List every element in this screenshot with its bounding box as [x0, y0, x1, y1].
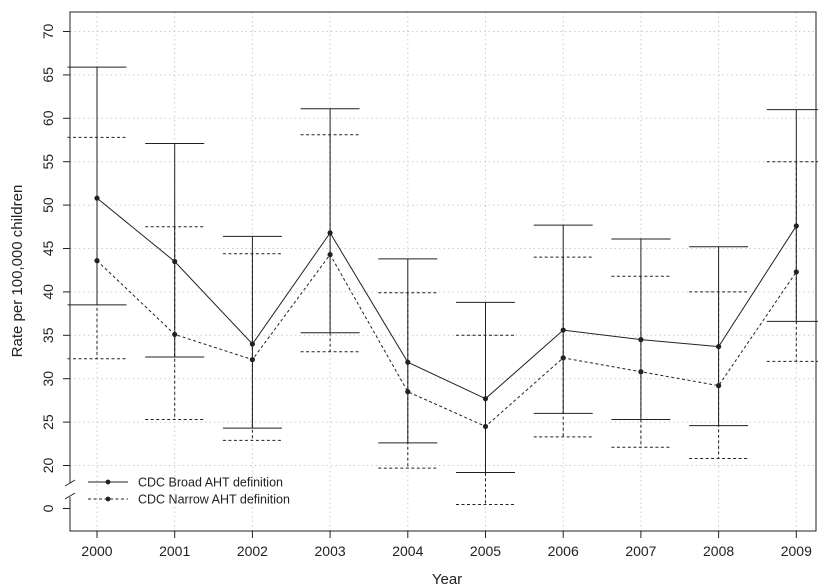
data-point: [638, 369, 644, 375]
y-tick-label: 50: [40, 197, 56, 213]
y-axis-title: Rate per 100,000 children: [9, 185, 26, 358]
y-tick-label: 70: [40, 24, 56, 40]
data-point: [716, 343, 722, 350]
data-point: [793, 269, 799, 275]
data-point: [327, 230, 333, 236]
y-tick-label: 20: [40, 458, 56, 474]
data-point: [327, 251, 333, 258]
y-tick-label: 30: [40, 371, 56, 387]
axis-break-gap: [67, 483, 73, 497]
axis-break-mark: [64, 492, 76, 500]
x-axis-title: Year: [432, 571, 462, 588]
legend-label: CDC Narrow AHT definition: [138, 493, 290, 507]
y-tick-label: 55: [40, 154, 56, 170]
data-point: [405, 389, 411, 395]
series-narrow: [67, 134, 818, 506]
legend-marker: [105, 496, 111, 502]
y-tick-label: 65: [40, 67, 56, 83]
axis-break: [64, 479, 76, 500]
data-point: [716, 383, 722, 389]
legend: CDC Broad AHT definition CDC Narrow AHT d…: [88, 476, 290, 507]
x-tick-label: 2004: [392, 543, 423, 559]
y-tick-label: 25: [40, 414, 56, 430]
y-tick-label: 35: [40, 327, 56, 343]
data-point: [405, 359, 411, 365]
x-tick-label: 2003: [315, 543, 346, 559]
y-tick-label: 60: [40, 110, 56, 126]
series-line: [96, 197, 797, 400]
legend-label: CDC Broad AHT definition: [138, 476, 283, 490]
grid-lines: [70, 12, 816, 531]
data-point: [172, 331, 178, 338]
data-point: [249, 357, 255, 363]
x-tick-label: 2001: [159, 543, 190, 559]
x-tick-label: 2009: [781, 543, 812, 559]
x-tick-label: 2006: [548, 543, 579, 559]
x-tick-label: 2005: [470, 543, 501, 559]
legend-marker: [105, 479, 111, 485]
series-broad: [67, 66, 818, 473]
plot-frame: [69, 11, 817, 532]
y-tick-label: 40: [40, 284, 56, 300]
y-tick-label-zero: 0: [40, 504, 56, 512]
x-tick-label: 2008: [703, 543, 734, 559]
x-tick-label: 2002: [237, 543, 268, 559]
axis-break-mark: [64, 479, 76, 487]
y-tick-label: 45: [40, 241, 56, 257]
series-line: [96, 253, 797, 428]
data-point: [560, 355, 566, 361]
x-tick-label: 2007: [625, 543, 656, 559]
data-point: [94, 258, 100, 264]
data-point: [482, 423, 489, 430]
data-point: [793, 223, 799, 229]
axes: 2000 2001 2002 2003 2004 2005 2006 2007 2008 2009…: [40, 24, 812, 559]
series-layer: [67, 66, 818, 506]
x-tick-label: 2000: [81, 543, 112, 559]
